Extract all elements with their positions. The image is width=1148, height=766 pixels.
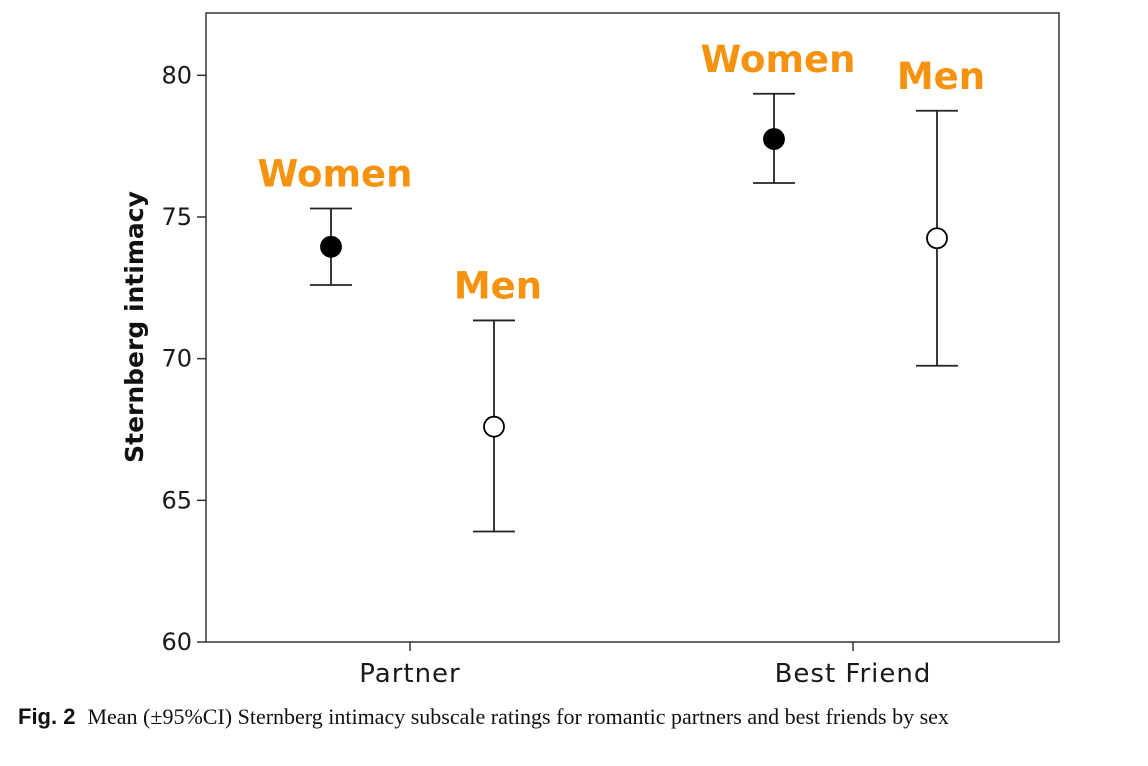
mean-point-filled <box>320 235 342 258</box>
x-tick-label: Best Friend <box>775 659 932 689</box>
x-tick-label: Partner <box>359 659 461 689</box>
figure-caption: Fig. 2 Mean (±95%CI) Sternberg intimacy s… <box>18 704 1138 730</box>
y-tick-label: 70 <box>161 345 192 373</box>
data-marks: Women Women Men Men <box>258 38 985 533</box>
series-label: Women <box>701 38 856 81</box>
y-tick-label: 65 <box>161 486 192 514</box>
series-label: Women <box>258 153 413 196</box>
y-axis-title: Sternberg intimacy <box>120 191 149 463</box>
figure-number: Fig. 2 <box>18 704 76 729</box>
chart: 60 65 70 75 80 Partner Best Friend Sternberg … <box>120 12 1060 689</box>
series-label: Men <box>897 55 985 98</box>
plot-frame <box>205 12 1060 643</box>
mean-point-filled <box>763 128 785 150</box>
mean-point-open <box>483 415 505 438</box>
y-tick-label: 60 <box>161 628 192 656</box>
y-axis: 60 65 70 75 80 <box>161 61 206 656</box>
series-label: Men <box>454 264 542 307</box>
y-tick-label: 80 <box>161 61 192 89</box>
mean-point-open <box>926 227 948 250</box>
y-tick-label: 75 <box>161 203 192 231</box>
x-axis: Partner Best Friend <box>359 642 932 689</box>
caption-text: Mean (±95%CI) Sternberg intimacy subscal… <box>87 704 949 729</box>
